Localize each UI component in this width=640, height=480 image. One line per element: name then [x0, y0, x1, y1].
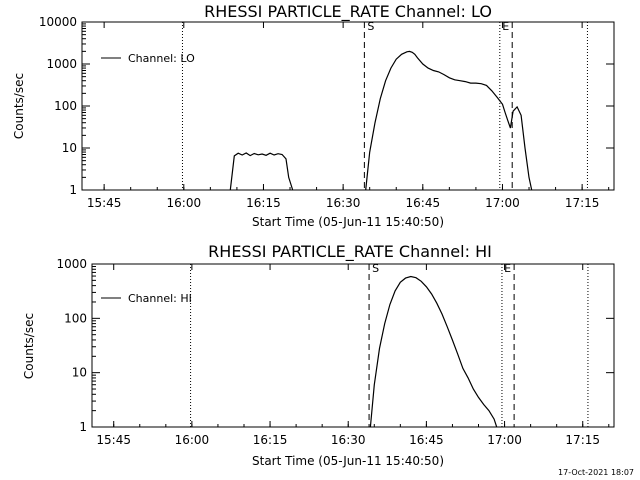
panel-hi-series-line-0: [369, 275, 498, 428]
panel-hi-marker-label-e: E: [504, 262, 511, 275]
panel-lo-y-axis-label: Counts/sec: [12, 73, 26, 139]
panel-lo-series-line-1: [365, 50, 533, 191]
footer-timestamp: 17-Oct-2021 18:07: [558, 468, 634, 477]
panel-hi-title: RHESSI PARTICLE_RATE Channel: HI: [208, 242, 492, 262]
panel-lo-legend-label: Channel: LO: [128, 52, 195, 65]
panel-hi-x-tick-label-4: 16:45: [409, 433, 444, 447]
panel-lo-x-tick-label-3: 16:30: [326, 196, 361, 210]
panel-lo-x-axis-label: Start Time (05-Jun-11 15:40:50): [252, 215, 444, 229]
panel-lo-y-tick-label-4: 10000: [39, 15, 77, 29]
panel-lo-x-tick-label-1: 16:00: [167, 196, 202, 210]
panel-lo-series-line-0: [229, 152, 294, 191]
panel-hi-x-tick-label-2: 16:15: [253, 433, 288, 447]
panel-lo-x-tick-label-4: 16:45: [406, 196, 441, 210]
panel-hi-y-tick-label-2: 100: [64, 311, 87, 325]
panel-lo-x-tick-label-0: 15:45: [87, 196, 122, 210]
panel-hi-marker-label-s: S: [372, 262, 379, 275]
panel-lo-y-tick-label-0: 1: [69, 183, 77, 197]
panel-lo-y-tick-label-2: 100: [54, 99, 77, 113]
panel-hi-x-tick-label-5: 17:00: [487, 433, 522, 447]
panel-lo-x-tick-label-6: 17:15: [565, 196, 600, 210]
panel-lo-y-tick-label-1: 10: [62, 141, 77, 155]
panel-hi-x-tick-label-6: 17:15: [565, 433, 600, 447]
panel-lo-data-layer: S E 15:45 16:00 16:15 16:30 16:45 17:00 17:15 1 10…: [39, 15, 614, 210]
panel-hi-x-tick-label-1: 16:00: [175, 433, 210, 447]
panel-lo-x-tick-label-2: 16:15: [246, 196, 281, 210]
panel-lo-title: RHESSI PARTICLE_RATE Channel: LO: [204, 2, 492, 22]
panel-hi-legend-label: Channel: HI: [128, 292, 192, 305]
panel-hi-data-layer: S E 15:45 16:00 16:15 16:30 16:45 17:00 17:15 1 10…: [56, 257, 614, 447]
panel-hi-y-tick-label-3: 1000: [56, 257, 87, 271]
panel-hi-y-tick-label-0: 1: [79, 420, 87, 434]
panel-lo-marker-label-e: E: [502, 20, 509, 33]
panel-lo-y-tick-label-3: 1000: [46, 57, 77, 71]
panel-lo-x-tick-label-5: 17:00: [485, 196, 520, 210]
panel-hi-y-tick-label-1: 10: [72, 366, 87, 380]
panel-lo-marker-label-s: S: [367, 20, 374, 33]
panel-hi-y-axis-label: Counts/sec: [22, 313, 36, 379]
panel-hi-frame: [91, 263, 615, 428]
panel-hi-x-tick-label-3: 16:30: [331, 433, 366, 447]
panel-hi-x-axis-label: Start Time (05-Jun-11 15:40:50): [252, 454, 444, 468]
panel-hi-x-tick-label-0: 15:45: [96, 433, 131, 447]
